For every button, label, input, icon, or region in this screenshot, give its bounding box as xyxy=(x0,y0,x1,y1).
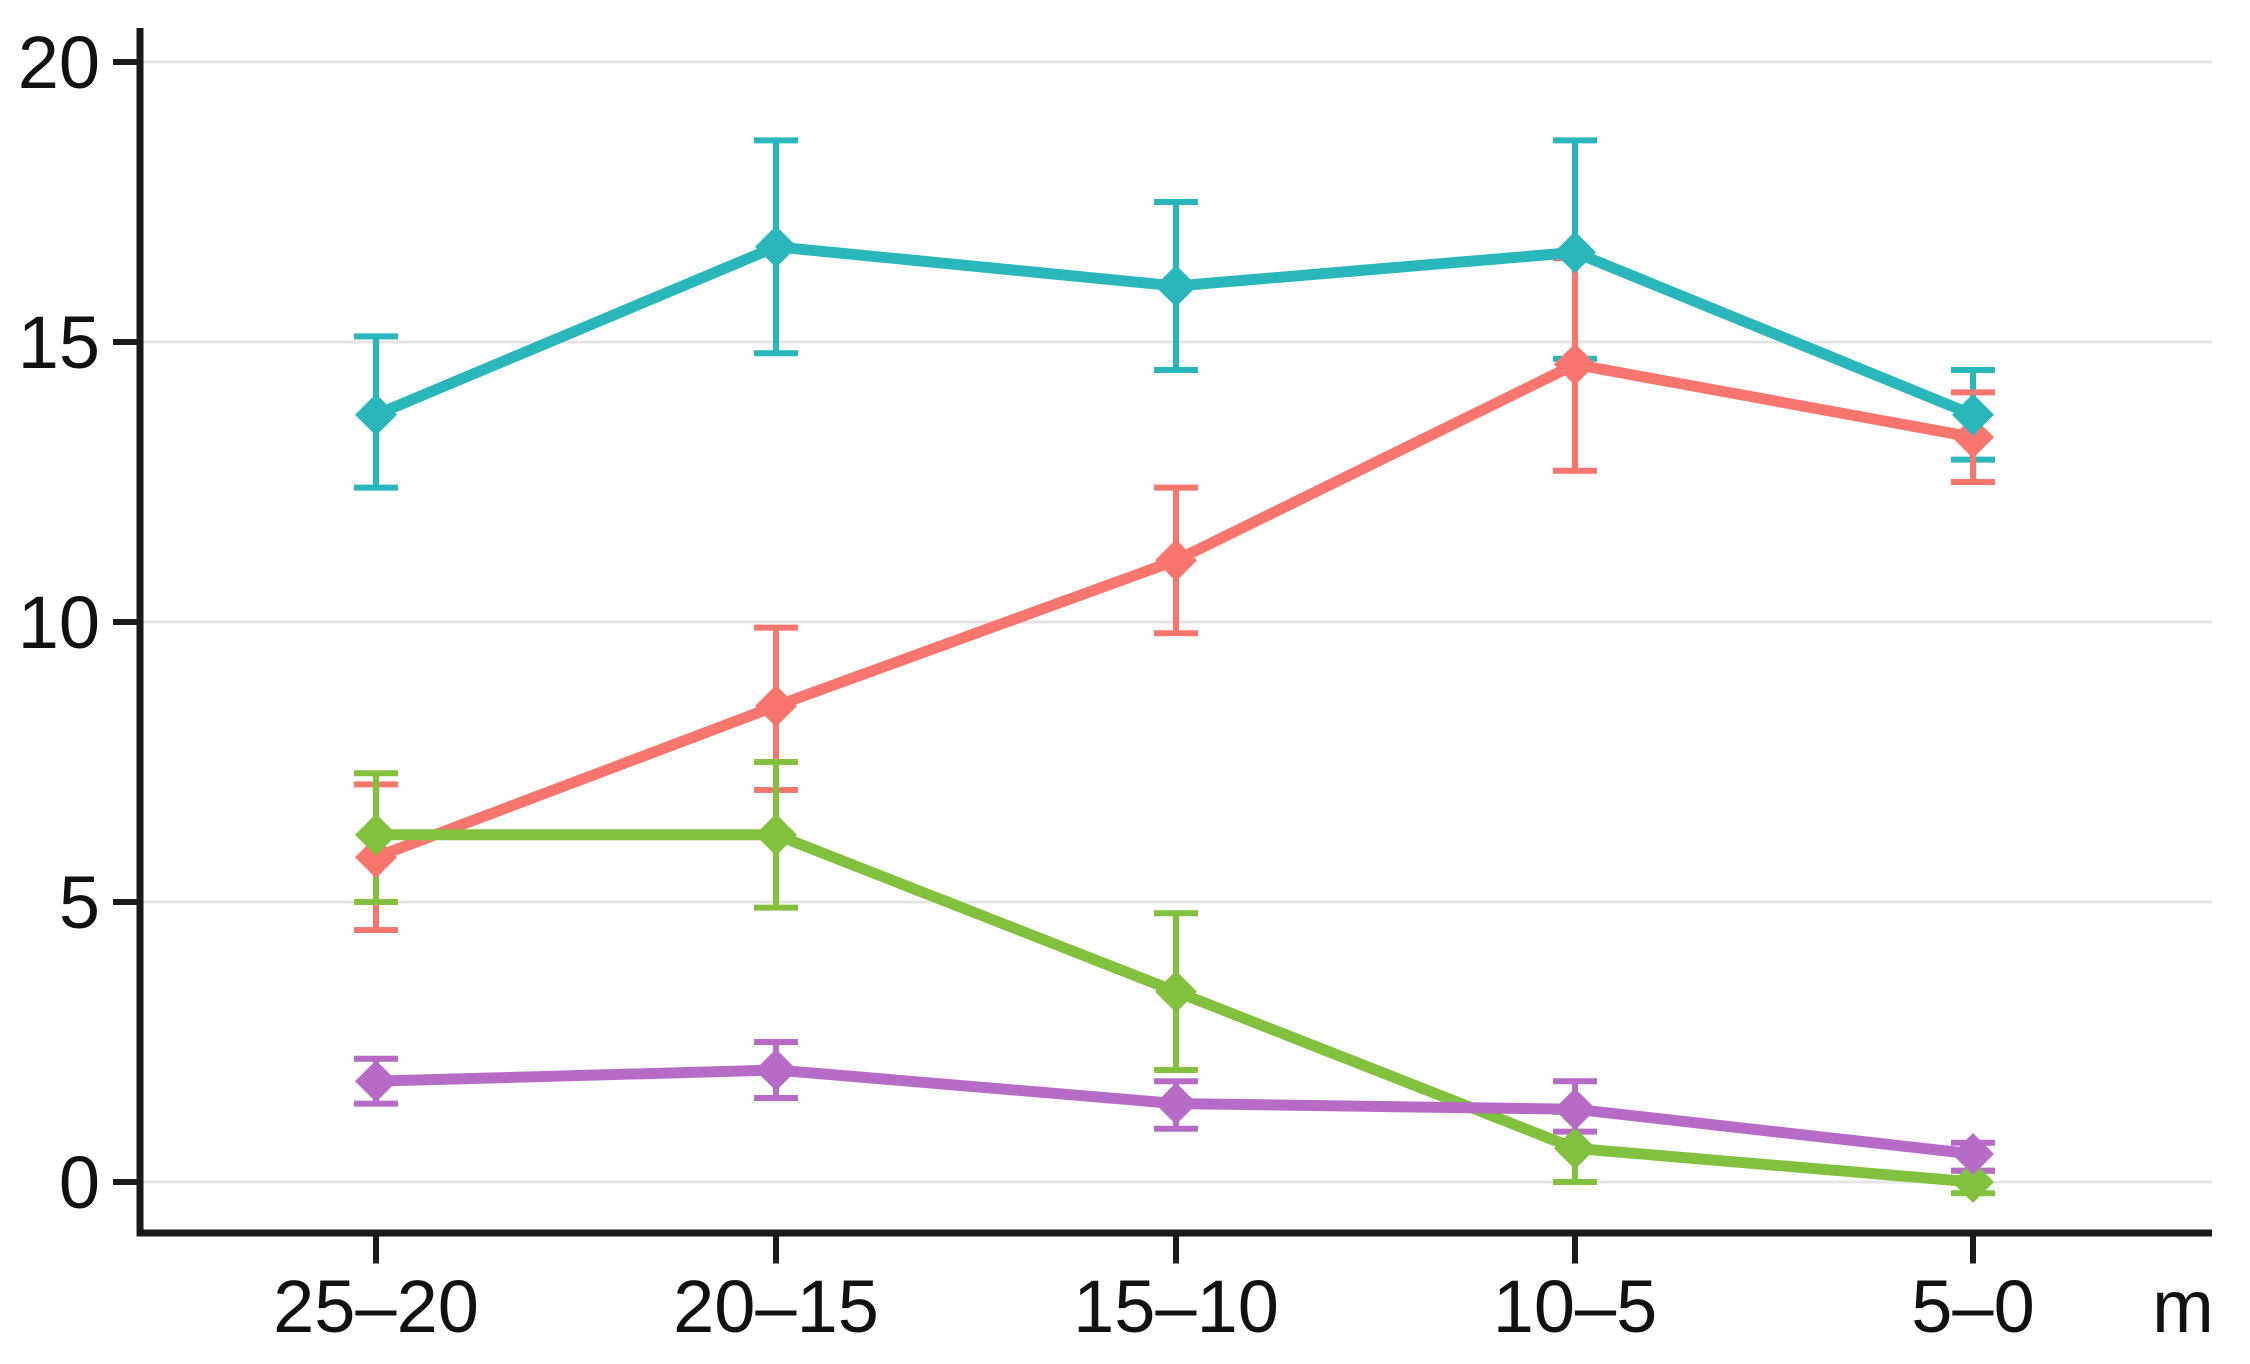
axes xyxy=(136,28,2212,1237)
data-point-marker xyxy=(1952,1161,1994,1203)
data-point-marker xyxy=(1554,1127,1596,1170)
data-point-marker xyxy=(755,685,797,727)
data-point-marker xyxy=(1155,265,1197,307)
y-tick-label: 15 xyxy=(18,301,100,384)
data-point-marker xyxy=(1554,231,1596,274)
data-point-marker xyxy=(1554,1088,1596,1131)
x-tick-label: 5–0 xyxy=(1911,1265,2034,1348)
data-point-marker xyxy=(355,836,397,879)
x-axis-ticks: 25–20 20–15 15–10 10–5 5–0 m xyxy=(273,1236,2214,1348)
data-point-marker xyxy=(1155,970,1197,1013)
data-point-marker xyxy=(1554,343,1596,386)
x-tick-label: 10–5 xyxy=(1493,1265,1658,1348)
data-point-marker xyxy=(755,225,797,268)
data-point-marker xyxy=(1952,393,1994,436)
series-salmon-markers xyxy=(355,343,1994,879)
y-tick-label: 0 xyxy=(59,1141,100,1224)
y-tick-label: 20 xyxy=(18,21,100,104)
data-point-marker xyxy=(1155,1082,1197,1125)
y-axis-ticks: 0 5 10 15 20 xyxy=(18,21,140,1224)
data-point-marker xyxy=(355,1060,397,1103)
y-tick-label: 10 xyxy=(18,581,100,664)
data-point-marker xyxy=(355,393,397,436)
series-teal-markers xyxy=(355,225,1994,436)
y-tick-label: 5 xyxy=(59,861,100,944)
data-point-marker xyxy=(1155,539,1197,582)
series-purple-markers xyxy=(355,1049,1994,1175)
x-axis-unit-label: m xyxy=(2152,1265,2214,1348)
data-point-marker xyxy=(755,1049,797,1091)
x-tick-label: 20–15 xyxy=(673,1265,879,1348)
data-point-marker xyxy=(1952,1133,1994,1175)
data-point-marker xyxy=(355,813,397,856)
data-point-marker xyxy=(1952,416,1994,459)
x-tick-label: 25–20 xyxy=(273,1265,479,1348)
series-teal-errorbars xyxy=(354,137,1995,491)
series-green-markers xyxy=(355,813,1994,1203)
x-tick-label: 15–10 xyxy=(1073,1265,1279,1348)
data-point-marker xyxy=(755,813,797,856)
